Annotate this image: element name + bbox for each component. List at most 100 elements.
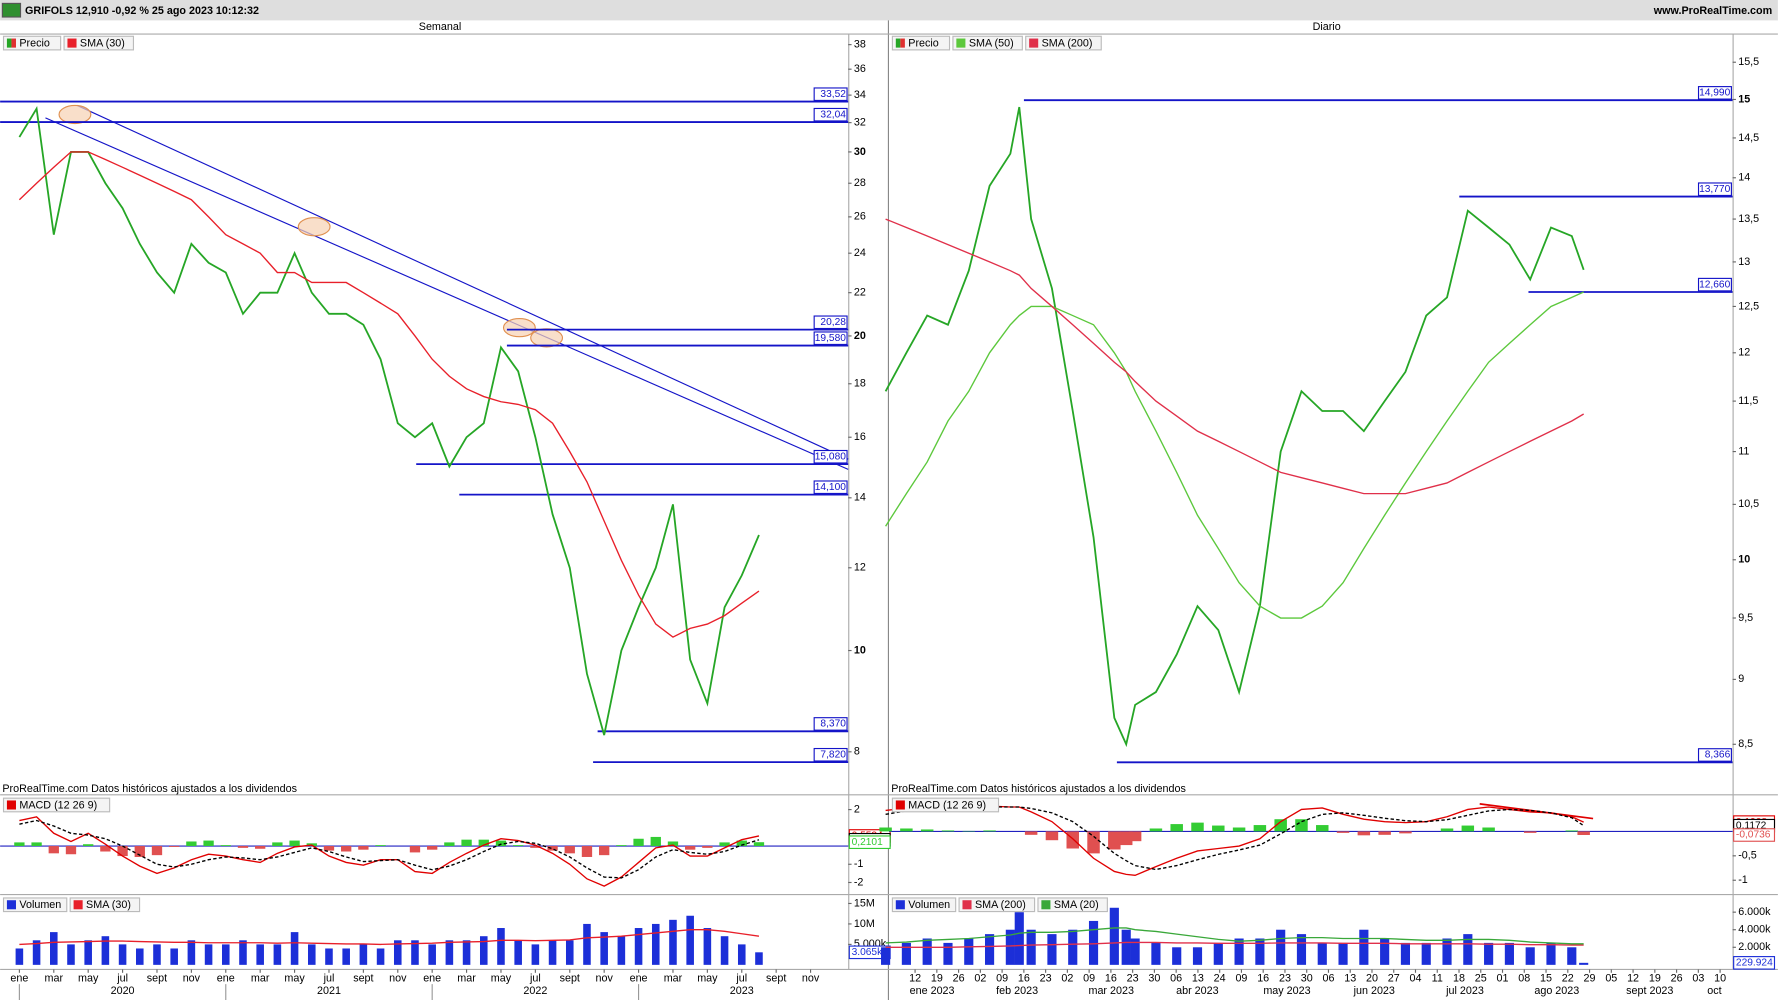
- histogram-bar: [203, 840, 214, 847]
- volume-bar: [135, 948, 144, 965]
- month-label: mar 2023: [1088, 985, 1133, 997]
- legend-label: MACD (12 26 9): [19, 799, 97, 811]
- x-tick-label: 08: [1518, 972, 1530, 984]
- panel-title: Semanal: [419, 21, 462, 33]
- legend-label: SMA (30): [80, 37, 125, 49]
- histogram-bar: [650, 836, 661, 847]
- y-tick-label: -1: [1738, 874, 1748, 886]
- volume-bar: [273, 944, 282, 965]
- x-tick-label: ene: [630, 972, 648, 984]
- level-tag: [813, 480, 848, 495]
- histogram-bar: [1149, 828, 1163, 832]
- x-tick-label: 20: [1366, 972, 1378, 984]
- y-tick-label: 2: [854, 803, 860, 815]
- x-tick-label: 15: [1540, 972, 1552, 984]
- series-line: [884, 106, 1585, 748]
- volume-bar: [1172, 947, 1182, 965]
- x-tick-label: 02: [974, 972, 986, 984]
- value-tag-label: 229.924: [1736, 958, 1773, 969]
- y-tick-label: 12: [1738, 347, 1750, 359]
- y-tick-label: 15,5: [1738, 56, 1759, 68]
- legend-swatch: [900, 38, 905, 48]
- month-label: ago 2023: [1534, 985, 1579, 997]
- y-tick-label: 36: [854, 63, 866, 75]
- x-tick-label: 25: [1475, 972, 1487, 984]
- volume-bar: [720, 936, 729, 965]
- volume-bar: [1192, 947, 1203, 965]
- x-tick-label: 11: [1432, 972, 1443, 984]
- y-tick-label: 13,5: [1738, 213, 1759, 225]
- histogram-bar: [983, 830, 996, 832]
- volume-bar: [531, 944, 540, 965]
- legend-label: SMA (20): [1054, 899, 1099, 911]
- x-tick-label: nov: [595, 972, 613, 984]
- trend-line: [45, 117, 849, 470]
- histogram-bar: [1357, 831, 1371, 836]
- level-tag: [813, 87, 848, 102]
- volume-bar: [964, 938, 974, 965]
- volume-bar: [153, 944, 161, 965]
- value-tag: [1733, 828, 1776, 842]
- series-line: [885, 806, 1585, 871]
- volume-bar: [290, 932, 299, 965]
- x-tick-label: may: [78, 972, 99, 984]
- histogram-bar: [1232, 827, 1246, 832]
- legend-label: SMA (200): [1042, 37, 1093, 49]
- legend-swatch: [956, 38, 966, 48]
- volume-bar: [359, 944, 368, 965]
- volume-bar: [325, 948, 333, 965]
- series-line: [885, 927, 1584, 945]
- value-tag: [1733, 956, 1776, 970]
- x-tick-label: 04: [1410, 972, 1422, 984]
- volume-bar: [1380, 938, 1390, 965]
- x-tick-label: 19: [931, 972, 943, 984]
- year-label: 2023: [730, 985, 754, 997]
- volume-bar: [15, 948, 24, 965]
- volume-bar: [634, 928, 643, 965]
- volume-bar: [1338, 942, 1348, 965]
- level-label: 33,52: [820, 89, 846, 100]
- y-tick-label: 26: [854, 211, 866, 223]
- histogram-bar: [616, 845, 627, 847]
- x-tick-label: jul: [529, 972, 541, 984]
- x-tick-label: may: [491, 972, 512, 984]
- series-line: [885, 941, 1584, 948]
- x-tick-label: ene: [423, 972, 441, 984]
- highlight-ellipse: [530, 328, 564, 348]
- histogram-bar: [719, 842, 730, 847]
- x-tick-label: sept: [766, 972, 786, 984]
- volume-bar: [669, 919, 677, 965]
- x-tick-label: ene: [10, 972, 28, 984]
- logo: [1, 2, 22, 18]
- series-line: [885, 291, 1584, 619]
- x-tick-label: mar: [664, 972, 683, 984]
- histogram-bar: [1191, 822, 1204, 832]
- legend-box: [69, 897, 141, 913]
- x-tick-label: sept: [560, 972, 580, 984]
- volume-bar: [984, 934, 995, 965]
- volume-bar: [1130, 938, 1140, 965]
- y-tick-label: -2: [854, 876, 864, 888]
- x-tick-label: 30: [1148, 972, 1160, 984]
- histogram-bar: [117, 846, 128, 857]
- volume-bar: [755, 952, 763, 965]
- volume-bar: [651, 923, 660, 965]
- legend-swatch: [1029, 38, 1039, 48]
- x-tick-label: 09: [1083, 972, 1095, 984]
- volume-bar: [1276, 929, 1286, 965]
- volume-bar: [101, 936, 110, 965]
- x-tick-label: 23: [1279, 972, 1291, 984]
- histogram-bar: [581, 846, 593, 857]
- volume-bar: [1546, 942, 1556, 965]
- volume-bar: [686, 915, 694, 965]
- header-site[interactable]: www.ProRealTime.com: [1653, 5, 1772, 17]
- histogram-bar: [65, 846, 77, 855]
- histogram-bar: [134, 846, 145, 857]
- y-tick-label: 10,5: [1738, 498, 1759, 510]
- volume-bar: [1109, 907, 1119, 965]
- highlight-ellipse: [297, 217, 331, 237]
- histogram-bar: [375, 845, 386, 847]
- x-tick-label: 29: [1584, 972, 1596, 984]
- x-tick-label: 06: [1322, 972, 1334, 984]
